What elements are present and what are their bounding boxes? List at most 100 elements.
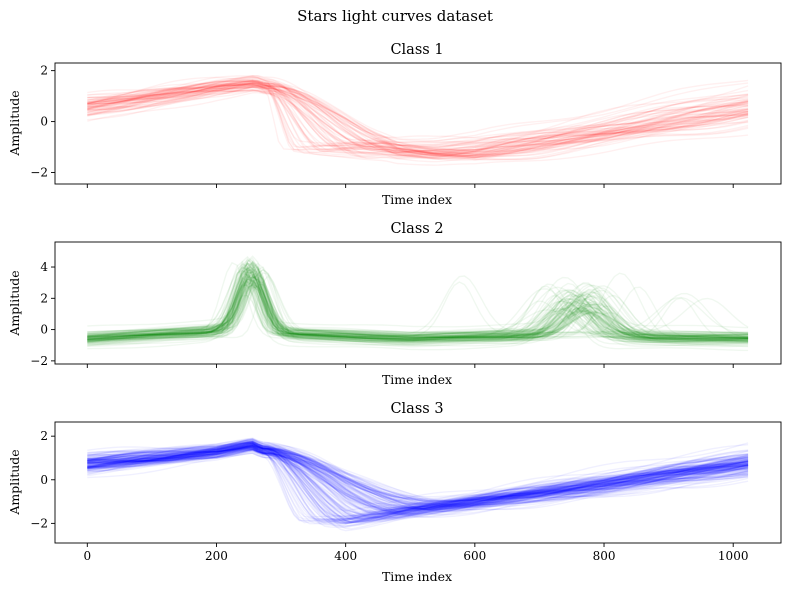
x-axis-label: Time index [382, 192, 452, 207]
light-curve-line [87, 83, 749, 158]
light-curve-line [87, 91, 749, 147]
light-curve-line [87, 448, 749, 519]
light-curve-line [87, 448, 749, 515]
light-curve-line [87, 443, 749, 508]
light-curve-line [87, 442, 749, 515]
light-curve-line [87, 81, 749, 157]
light-curve-line [87, 447, 749, 518]
light-curve-line [87, 448, 749, 519]
light-curve-line [87, 86, 749, 153]
light-curve-line [87, 445, 749, 509]
light-curve-line [87, 439, 749, 505]
light-curve-line [87, 89, 749, 151]
light-curve-line [87, 266, 749, 339]
light-curve-line [87, 266, 749, 338]
light-curve-line [87, 266, 749, 338]
light-curve-line [87, 80, 749, 151]
light-curve-line [87, 271, 749, 335]
light-curve-line [87, 446, 749, 520]
light-curve-line [87, 84, 749, 158]
light-curve-line [87, 262, 749, 341]
light-curve-line [87, 276, 749, 335]
light-curve-line [87, 443, 749, 528]
x-axis-label: Time index [382, 372, 452, 387]
light-curve-line [87, 447, 749, 514]
subplot-title: Class 3 [390, 401, 443, 417]
y-tick-label: 2 [40, 429, 48, 443]
light-curve-line [87, 443, 749, 525]
light-curve-line [87, 441, 749, 515]
x-tick-label: 1000 [718, 549, 749, 563]
light-curve-line [87, 438, 749, 524]
light-curve-line [87, 446, 749, 519]
light-curve-line [87, 84, 749, 158]
light-curve-line [87, 75, 749, 155]
light-curve-line [87, 444, 749, 512]
light-curve-line [87, 441, 749, 525]
light-curve-line [87, 439, 749, 510]
light-curve-line [87, 445, 749, 512]
light-curve-line [87, 443, 749, 511]
light-curve-line [87, 278, 749, 338]
light-curve-line [87, 442, 749, 511]
light-curve-line [87, 275, 749, 341]
light-curve-line [87, 447, 749, 506]
light-curve-line [87, 441, 749, 525]
light-curve-line [87, 262, 749, 334]
light-curve-line [87, 444, 749, 523]
light-curve-line [87, 445, 749, 519]
light-curve-line [87, 276, 749, 342]
light-curve-line [87, 260, 749, 339]
light-curve-line [87, 443, 749, 521]
light-curve-line [87, 257, 749, 337]
light-curve-line [87, 266, 749, 344]
x-tick-label: 400 [334, 549, 357, 563]
light-curve-line [87, 263, 749, 340]
light-curve-line [87, 266, 749, 347]
light-curve-line [87, 74, 749, 154]
light-curve-line [87, 269, 749, 339]
light-curve-line [87, 445, 749, 506]
light-curve-line [87, 446, 749, 509]
light-curve-line [87, 269, 749, 340]
light-curve-line [87, 442, 749, 523]
light-curve-line [87, 86, 749, 160]
light-curve-line [87, 443, 749, 502]
light-curve-line [87, 84, 749, 154]
y-tick-label: 0 [40, 323, 48, 337]
light-curve-line [87, 445, 749, 508]
light-curve-line [87, 75, 749, 153]
light-curve-line [87, 446, 749, 521]
light-curve-line [87, 79, 749, 153]
light-curve-line [87, 280, 749, 338]
light-curve-line [87, 263, 749, 341]
light-curve-line [87, 442, 749, 510]
light-curve-line [87, 441, 749, 513]
series-curves [87, 74, 749, 166]
x-tick-label: 600 [463, 549, 486, 563]
light-curve-line [87, 266, 749, 342]
light-curve-line [87, 258, 749, 337]
light-curve-line [87, 440, 749, 508]
light-curve-line [87, 447, 749, 506]
light-curve-line [87, 275, 749, 340]
y-tick-label: −2 [30, 166, 48, 180]
y-tick-label: 0 [40, 115, 48, 129]
light-curve-line [87, 447, 749, 512]
light-curve-line [87, 285, 749, 345]
light-curve-line [87, 443, 749, 515]
light-curve-line [87, 76, 749, 158]
light-curve-line [87, 279, 749, 337]
light-curve-line [87, 446, 749, 524]
light-curve-line [87, 444, 749, 512]
light-curve-line [87, 446, 749, 523]
light-curve-line [87, 86, 749, 154]
light-curve-line [87, 444, 749, 520]
light-curve-line [87, 283, 749, 344]
light-curve-line [87, 444, 749, 520]
light-curve-line [87, 84, 749, 158]
light-curve-line [87, 268, 749, 335]
light-curve-line [87, 442, 749, 509]
light-curve-line [87, 265, 749, 338]
subplot-class-2: Class 2 Amplitude Time index −2 0 2 4 [7, 221, 782, 387]
